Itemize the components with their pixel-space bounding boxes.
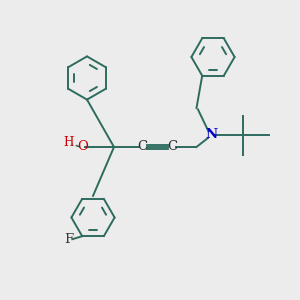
Text: O: O	[77, 140, 88, 154]
Text: H: H	[64, 136, 74, 149]
Text: N: N	[206, 128, 218, 142]
Text: C: C	[137, 140, 148, 154]
Text: F: F	[64, 233, 73, 246]
Text: C: C	[167, 140, 178, 154]
